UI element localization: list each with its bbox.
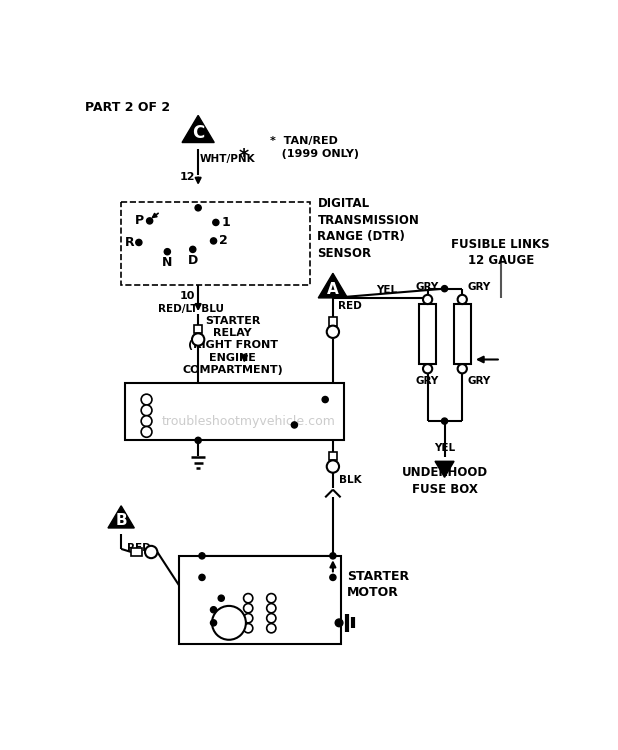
Text: YEL: YEL [434,442,455,453]
Circle shape [267,604,276,613]
Circle shape [192,333,205,346]
Text: 1: 1 [221,216,231,229]
Text: STARTER
MOTOR: STARTER MOTOR [347,570,409,599]
Bar [131,548,142,556]
Polygon shape [435,461,454,477]
Text: BLK: BLK [339,476,362,485]
Circle shape [145,546,158,558]
Circle shape [327,460,339,472]
Circle shape [218,595,224,602]
Text: WHT/PNK: WHT/PNK [200,154,255,164]
Circle shape [164,248,171,255]
Circle shape [441,418,447,424]
Circle shape [146,217,153,224]
Circle shape [335,619,343,627]
Text: 12: 12 [180,172,195,182]
Bar [121,202,310,285]
Circle shape [195,437,201,443]
Text: STARTER
RELAY
(RIGHT FRONT
ENGINE
COMPARTMENT): STARTER RELAY (RIGHT FRONT ENGINE COMPAR… [182,316,283,375]
Circle shape [211,238,217,244]
Text: YEL: YEL [376,285,397,296]
Bar [329,452,337,460]
Text: C: C [192,124,205,142]
Circle shape [211,607,217,613]
Circle shape [195,205,201,211]
Bar [194,325,202,333]
Text: RED: RED [337,301,362,310]
Circle shape [423,364,432,374]
Circle shape [243,614,253,622]
Polygon shape [318,273,347,298]
Circle shape [243,593,253,603]
Circle shape [291,422,297,428]
Circle shape [243,623,253,633]
Circle shape [190,246,196,253]
Circle shape [330,574,336,580]
Circle shape [322,397,328,403]
Circle shape [267,614,276,622]
Text: B: B [116,513,127,528]
Text: GRY: GRY [416,282,439,292]
Text: *  TAN/RED
   (1999 ONLY): * TAN/RED (1999 ONLY) [269,136,359,160]
Circle shape [243,604,253,613]
Text: D: D [188,254,198,267]
Circle shape [212,606,246,640]
Circle shape [211,620,217,626]
Circle shape [267,623,276,633]
Circle shape [141,427,152,437]
Text: UNDERHOOD
FUSE BOX: UNDERHOOD FUSE BOX [402,466,488,496]
Circle shape [141,416,152,427]
Text: RED/LT BLU: RED/LT BLU [158,304,224,314]
Bar [419,304,436,364]
Circle shape [141,405,152,416]
Text: N: N [162,256,172,269]
Text: troubleshootmyvehicle.com: troubleshootmyvehicle.com [161,415,335,428]
Bar [329,317,337,326]
Text: DIGITAL
TRANSMISSION
RANGE (DTR)
SENSOR: DIGITAL TRANSMISSION RANGE (DTR) SENSOR [318,197,420,260]
Circle shape [330,553,336,559]
Text: A: A [327,282,339,297]
Text: FUSIBLE LINKS
12 GAUGE: FUSIBLE LINKS 12 GAUGE [451,238,550,267]
Circle shape [458,364,467,374]
Bar [125,382,344,440]
Text: M: M [221,614,237,632]
Circle shape [136,239,142,245]
Circle shape [267,593,276,603]
Bar [179,556,341,644]
Text: GRY: GRY [468,376,491,386]
Text: 2: 2 [219,235,228,248]
Circle shape [327,326,339,338]
Bar [454,304,471,364]
Polygon shape [182,116,214,142]
Circle shape [213,219,219,226]
Polygon shape [108,506,134,528]
Text: GRY: GRY [416,376,439,386]
Text: P: P [135,214,144,227]
Text: GRY: GRY [468,282,491,292]
Text: R: R [125,236,135,249]
Circle shape [199,574,205,580]
Text: RED: RED [127,543,150,554]
Circle shape [458,295,467,304]
Circle shape [441,286,447,292]
Text: *: * [238,148,248,166]
Circle shape [423,295,432,304]
Text: PART 2 OF 2: PART 2 OF 2 [85,100,170,114]
Circle shape [141,394,152,405]
Circle shape [199,553,205,559]
Text: 10: 10 [180,290,195,301]
